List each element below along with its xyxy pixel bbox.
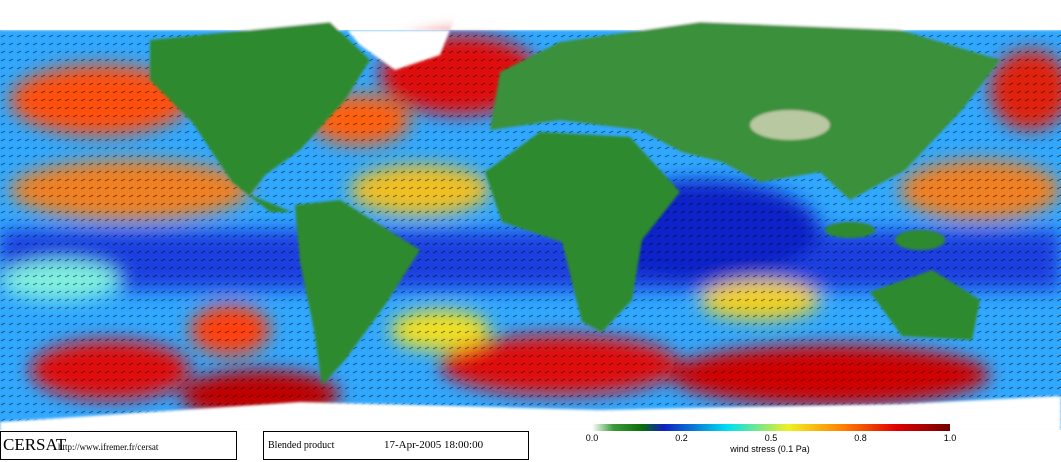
north-america <box>150 22 370 212</box>
antarctica <box>0 396 1061 432</box>
colorbar-ticks: 0.0 0.2 0.5 0.8 1.0 <box>586 433 957 443</box>
url: http://www.ifremer.fr/cersat <box>58 442 159 452</box>
colorbar-label: wind stress (0.1 Pa) <box>729 444 810 454</box>
new-guinea <box>895 230 945 250</box>
date: 17-Apr-2005 18:00:00 <box>384 439 484 451</box>
indonesia <box>825 222 875 238</box>
south-america <box>295 200 420 385</box>
colorbar-tick-label: 1.0 <box>944 433 957 443</box>
australia <box>870 270 980 340</box>
arctic-ice <box>0 0 1061 70</box>
logo-box <box>0 431 237 460</box>
eurasia <box>490 22 1000 200</box>
colorbar-tick-label: 0.0 <box>586 433 599 443</box>
product-box <box>263 431 529 460</box>
tibet <box>750 110 830 140</box>
colorbar-tick-label: 0.2 <box>675 433 688 443</box>
land <box>0 0 1061 432</box>
colorbar-tick-label: 0.8 <box>854 433 867 443</box>
colorbar <box>592 424 950 431</box>
product: Blended product <box>268 440 335 451</box>
logo: CERSAT <box>3 435 67 454</box>
africa <box>485 132 680 332</box>
colorbar-tick-label: 0.5 <box>765 433 778 443</box>
